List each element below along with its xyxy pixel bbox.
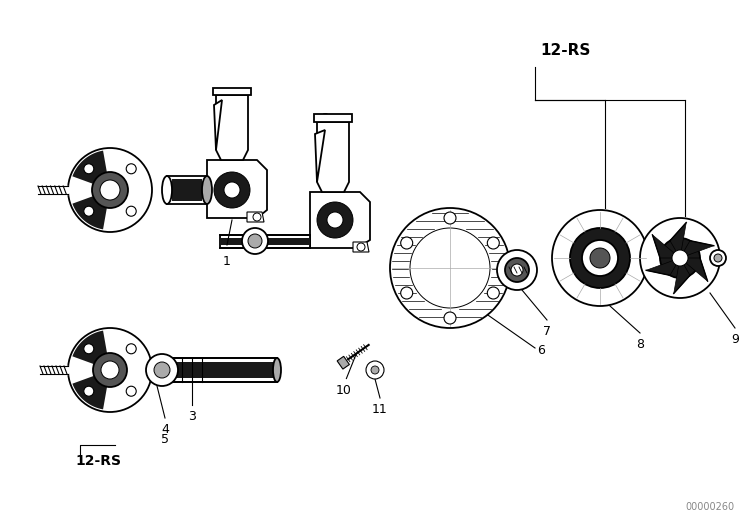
Circle shape bbox=[253, 213, 261, 221]
Polygon shape bbox=[152, 362, 277, 378]
Circle shape bbox=[570, 228, 630, 288]
Circle shape bbox=[497, 250, 537, 290]
Circle shape bbox=[390, 208, 510, 328]
Text: 1: 1 bbox=[223, 255, 231, 268]
Circle shape bbox=[84, 206, 94, 216]
Circle shape bbox=[357, 243, 365, 251]
Polygon shape bbox=[680, 240, 714, 258]
Polygon shape bbox=[247, 212, 264, 222]
Circle shape bbox=[714, 254, 722, 262]
Polygon shape bbox=[73, 151, 110, 190]
Circle shape bbox=[126, 386, 136, 396]
Circle shape bbox=[84, 344, 94, 354]
Polygon shape bbox=[646, 258, 680, 275]
Circle shape bbox=[126, 206, 136, 216]
Polygon shape bbox=[73, 370, 110, 410]
Circle shape bbox=[248, 234, 262, 248]
Text: 6: 6 bbox=[537, 343, 544, 356]
Text: 2: 2 bbox=[321, 112, 329, 125]
Circle shape bbox=[101, 361, 119, 379]
Ellipse shape bbox=[202, 176, 212, 204]
Circle shape bbox=[590, 248, 610, 268]
Text: 8: 8 bbox=[636, 338, 644, 351]
Text: 5: 5 bbox=[161, 433, 169, 446]
Circle shape bbox=[126, 164, 136, 174]
Circle shape bbox=[84, 386, 94, 396]
Polygon shape bbox=[314, 114, 352, 122]
Circle shape bbox=[84, 164, 94, 174]
Text: 9: 9 bbox=[731, 333, 739, 346]
Polygon shape bbox=[674, 258, 690, 293]
Circle shape bbox=[640, 218, 720, 298]
Circle shape bbox=[371, 366, 379, 374]
Text: 00000260: 00000260 bbox=[686, 502, 735, 512]
Circle shape bbox=[400, 237, 412, 249]
Polygon shape bbox=[220, 235, 310, 248]
Text: 3: 3 bbox=[188, 410, 196, 423]
Polygon shape bbox=[207, 160, 267, 218]
Circle shape bbox=[582, 240, 618, 276]
Circle shape bbox=[224, 182, 240, 198]
Circle shape bbox=[126, 344, 136, 354]
Circle shape bbox=[68, 328, 152, 412]
Circle shape bbox=[444, 212, 456, 224]
Ellipse shape bbox=[273, 358, 281, 382]
Polygon shape bbox=[216, 95, 248, 160]
Circle shape bbox=[672, 250, 688, 266]
Polygon shape bbox=[680, 258, 707, 281]
Text: 7: 7 bbox=[543, 325, 551, 338]
Circle shape bbox=[660, 238, 700, 278]
Polygon shape bbox=[213, 88, 251, 95]
Text: 10: 10 bbox=[335, 384, 351, 396]
Circle shape bbox=[68, 148, 152, 232]
Circle shape bbox=[400, 287, 412, 299]
Circle shape bbox=[488, 287, 500, 299]
Polygon shape bbox=[310, 192, 370, 248]
Circle shape bbox=[505, 258, 529, 282]
Polygon shape bbox=[338, 356, 350, 369]
Text: 12-RS: 12-RS bbox=[540, 43, 590, 58]
Circle shape bbox=[366, 361, 384, 379]
Circle shape bbox=[511, 264, 523, 276]
Circle shape bbox=[488, 237, 500, 249]
Circle shape bbox=[92, 172, 128, 208]
Circle shape bbox=[93, 353, 127, 387]
Ellipse shape bbox=[162, 176, 172, 204]
Polygon shape bbox=[167, 176, 207, 204]
Polygon shape bbox=[220, 238, 310, 245]
Polygon shape bbox=[317, 122, 349, 192]
Circle shape bbox=[410, 228, 490, 308]
Polygon shape bbox=[172, 179, 202, 201]
Polygon shape bbox=[152, 358, 277, 382]
Circle shape bbox=[242, 228, 268, 254]
Polygon shape bbox=[353, 242, 369, 252]
Text: 11: 11 bbox=[372, 403, 388, 416]
Text: 12-RS: 12-RS bbox=[75, 454, 121, 468]
Polygon shape bbox=[73, 331, 110, 370]
Circle shape bbox=[214, 172, 250, 208]
Polygon shape bbox=[40, 366, 68, 374]
Polygon shape bbox=[315, 130, 325, 182]
Polygon shape bbox=[73, 190, 110, 229]
Circle shape bbox=[317, 202, 353, 238]
Circle shape bbox=[146, 354, 178, 386]
Polygon shape bbox=[214, 100, 222, 150]
Polygon shape bbox=[652, 235, 680, 258]
Circle shape bbox=[100, 180, 120, 200]
Circle shape bbox=[327, 212, 343, 228]
Circle shape bbox=[710, 250, 726, 266]
Circle shape bbox=[552, 210, 648, 306]
Circle shape bbox=[154, 362, 170, 378]
Polygon shape bbox=[670, 223, 686, 258]
Circle shape bbox=[444, 312, 456, 324]
Text: 4: 4 bbox=[161, 423, 169, 436]
